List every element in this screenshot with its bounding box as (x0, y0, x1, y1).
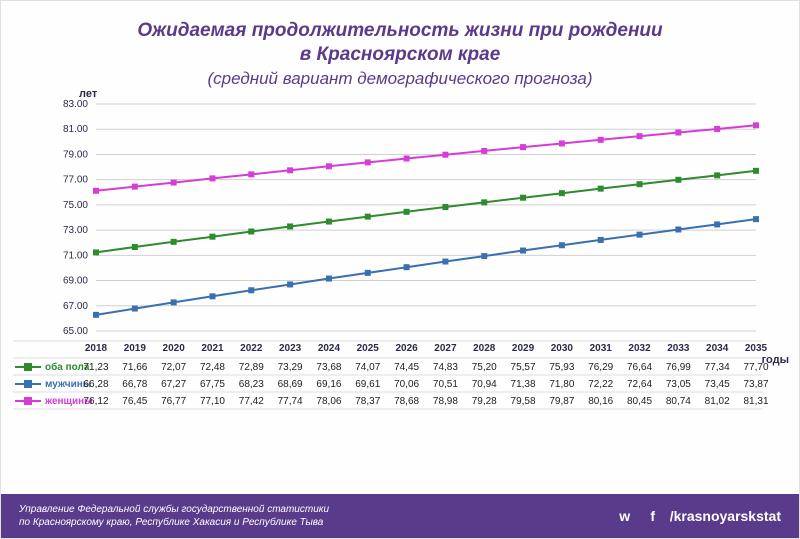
svg-text:69,61: 69,61 (355, 379, 380, 390)
svg-text:76,45: 76,45 (122, 396, 147, 407)
y-axis-unit: лет (79, 88, 97, 100)
svg-text:69,16: 69,16 (316, 379, 341, 390)
chart-svg: 65.00 67.00 69.00 71.00 73.00 75.00 77.00 79.00… (1, 96, 800, 436)
svg-text:78,68: 78,68 (394, 396, 419, 407)
svg-text:77,10: 77,10 (200, 396, 225, 407)
svg-text:2020: 2020 (163, 343, 186, 354)
svg-text:2034: 2034 (706, 343, 729, 354)
svg-text:72,22: 72,22 (588, 379, 613, 390)
svg-text:70,94: 70,94 (472, 379, 497, 390)
svg-text:81,02: 81,02 (705, 396, 730, 407)
chart-container: Ожидаемая продолжительность жизни при ро… (0, 0, 800, 539)
svg-text:73,45: 73,45 (705, 379, 730, 390)
svg-text:2018: 2018 (85, 343, 108, 354)
svg-text:2022: 2022 (240, 343, 263, 354)
footer-org: Управление Федеральной службы государств… (19, 503, 329, 529)
footer-social: w f /krasnoyarskstat (614, 505, 781, 527)
svg-text:69.00: 69.00 (63, 276, 88, 287)
svg-text:73,05: 73,05 (666, 379, 691, 390)
svg-text:76,64: 76,64 (627, 362, 652, 373)
svg-text:71,23: 71,23 (83, 362, 108, 373)
svg-text:80,16: 80,16 (588, 396, 613, 407)
svg-text:77,34: 77,34 (705, 362, 730, 373)
chart-area: лет годы 65.0067.0069.0071.0073.0075.007… (1, 96, 800, 436)
svg-text:2035: 2035 (745, 343, 768, 354)
svg-text:78,37: 78,37 (355, 396, 380, 407)
svg-text:67.00: 67.00 (63, 301, 88, 312)
svg-text:72,07: 72,07 (161, 362, 186, 373)
svg-text:81.00: 81.00 (63, 124, 88, 135)
svg-text:81,31: 81,31 (743, 396, 768, 407)
svg-text:79,28: 79,28 (472, 396, 497, 407)
svg-text:2033: 2033 (667, 343, 690, 354)
chart-subtitle: (средний вариант демографического прогно… (21, 69, 779, 89)
footer-org-line-2: по Красноярскому краю, Республике Хакаси… (19, 517, 323, 528)
svg-text:2026: 2026 (395, 343, 418, 354)
svg-text:66,78: 66,78 (122, 379, 147, 390)
svg-text:2031: 2031 (590, 343, 613, 354)
svg-text:70,06: 70,06 (394, 379, 419, 390)
svg-text:66,28: 66,28 (83, 379, 108, 390)
svg-text:78,98: 78,98 (433, 396, 458, 407)
svg-text:79,58: 79,58 (511, 396, 536, 407)
svg-text:74,45: 74,45 (394, 362, 419, 373)
svg-text:2019: 2019 (124, 343, 147, 354)
social-handle: /krasnoyarskstat (670, 508, 781, 524)
svg-text:71,80: 71,80 (549, 379, 574, 390)
svg-text:75,93: 75,93 (549, 362, 574, 373)
svg-text:2027: 2027 (434, 343, 457, 354)
svg-text:67,75: 67,75 (200, 379, 225, 390)
svg-text:74,83: 74,83 (433, 362, 458, 373)
svg-text:75,20: 75,20 (472, 362, 497, 373)
svg-text:73,29: 73,29 (278, 362, 303, 373)
title-block: Ожидаемая продолжительность жизни при ро… (1, 1, 799, 93)
svg-text:75,57: 75,57 (511, 362, 536, 373)
svg-text:80,74: 80,74 (666, 396, 691, 407)
svg-text:79.00: 79.00 (63, 149, 88, 160)
footer-bar: Управление Федеральной службы государств… (1, 494, 799, 538)
svg-text:79,87: 79,87 (549, 396, 574, 407)
svg-text:2032: 2032 (628, 343, 651, 354)
svg-text:2030: 2030 (551, 343, 574, 354)
svg-text:83.00: 83.00 (63, 99, 88, 110)
svg-text:73,68: 73,68 (316, 362, 341, 373)
x-axis-unit: годы (762, 354, 789, 366)
svg-text:71.00: 71.00 (63, 250, 88, 261)
svg-text:2023: 2023 (279, 343, 302, 354)
svg-text:77.00: 77.00 (63, 175, 88, 186)
svg-text:73.00: 73.00 (63, 225, 88, 236)
svg-text:70,51: 70,51 (433, 379, 458, 390)
svg-text:72,48: 72,48 (200, 362, 225, 373)
svg-text:74,07: 74,07 (355, 362, 380, 373)
footer-org-line-1: Управление Федеральной службы государств… (19, 504, 329, 515)
svg-text:72,89: 72,89 (239, 362, 264, 373)
svg-text:80,45: 80,45 (627, 396, 652, 407)
svg-text:65.00: 65.00 (63, 326, 88, 337)
svg-text:76,29: 76,29 (588, 362, 613, 373)
svg-text:2024: 2024 (318, 343, 341, 354)
svg-text:77,74: 77,74 (278, 396, 303, 407)
vk-icon: w (614, 505, 636, 527)
svg-text:68,69: 68,69 (278, 379, 303, 390)
svg-text:72,64: 72,64 (627, 379, 652, 390)
svg-text:2021: 2021 (201, 343, 224, 354)
svg-text:78,06: 78,06 (316, 396, 341, 407)
svg-text:75.00: 75.00 (63, 200, 88, 211)
svg-text:76,12: 76,12 (83, 396, 108, 407)
svg-text:76,77: 76,77 (161, 396, 186, 407)
svg-text:77,42: 77,42 (239, 396, 264, 407)
svg-text:71,38: 71,38 (511, 379, 536, 390)
svg-text:76,99: 76,99 (666, 362, 691, 373)
svg-text:73,87: 73,87 (743, 379, 768, 390)
title-line-1: Ожидаемая продолжительность жизни при ро… (137, 20, 662, 41)
svg-text:67,27: 67,27 (161, 379, 186, 390)
facebook-icon: f (642, 505, 664, 527)
svg-text:2029: 2029 (512, 343, 535, 354)
svg-text:71,66: 71,66 (122, 362, 147, 373)
chart-title: Ожидаемая продолжительность жизни при ро… (21, 19, 779, 67)
svg-text:2025: 2025 (357, 343, 380, 354)
svg-text:2028: 2028 (473, 343, 496, 354)
title-line-2: в Красноярском крае (300, 44, 501, 65)
svg-text:68,23: 68,23 (239, 379, 264, 390)
